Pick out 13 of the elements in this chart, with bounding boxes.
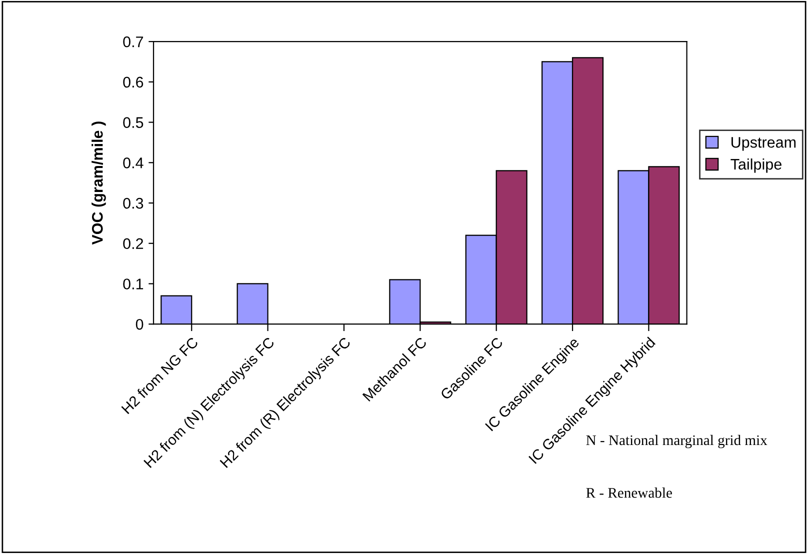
y-tick-label: 0.3 (123, 198, 144, 209)
y-tick-label: 0.7 (123, 36, 144, 48)
text: N - National marginal grid mix (586, 434, 768, 448)
y-tick-label: 0.4 (123, 158, 144, 168)
y-tick-label: 0.2 (123, 238, 144, 250)
y-tick-label: 0.6 (123, 76, 144, 88)
legend-label: Tailpipe (730, 158, 782, 173)
y-tick-label: 0 (136, 318, 144, 330)
y-axis-title: VOC (gram/mile ) (92, 122, 106, 245)
text: R - Renewable (586, 488, 672, 498)
y-tick-label: 0.5 (123, 117, 144, 128)
y-tick-label: 0.1 (123, 278, 144, 290)
legend-label: Upstream (732, 137, 796, 151)
